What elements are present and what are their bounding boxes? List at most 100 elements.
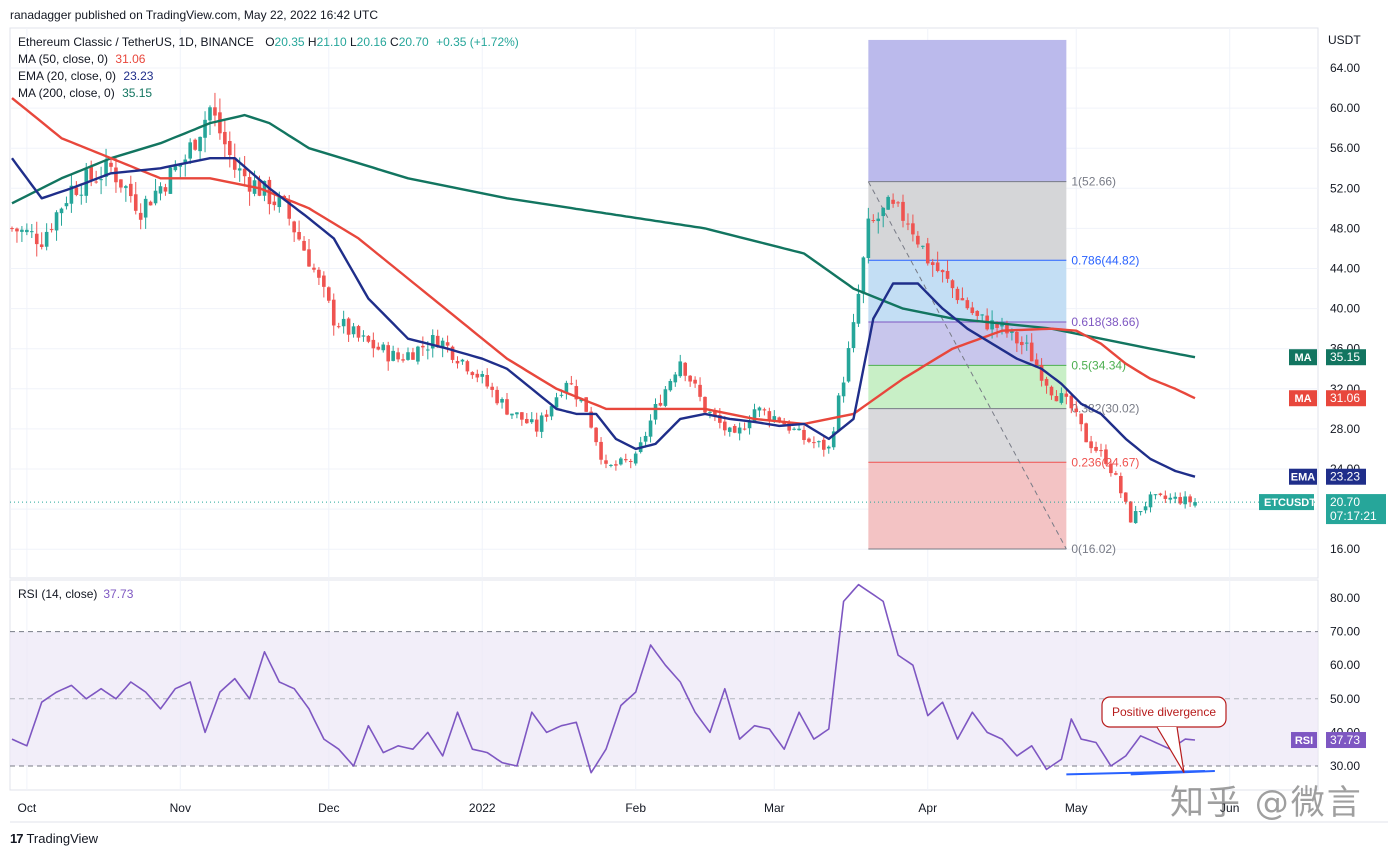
divergence-callout-pointer [1156, 726, 1185, 774]
candle [124, 186, 128, 188]
close-label: C [390, 35, 399, 49]
watermark: 知乎 @微言 [1170, 783, 1363, 823]
candle [1138, 511, 1143, 513]
candle [515, 412, 519, 415]
candle [30, 231, 34, 233]
candle [554, 397, 559, 408]
candle [708, 411, 712, 413]
candle [1034, 359, 1039, 366]
rsi-tick-70: 70.00 [1330, 625, 1360, 639]
candle [955, 288, 960, 301]
candle [20, 229, 24, 232]
fib-label-0.786: 0.786(44.82) [1071, 253, 1139, 267]
candle [718, 415, 722, 423]
candle [534, 419, 539, 432]
candle [752, 409, 757, 422]
candle [1064, 393, 1069, 397]
candle [782, 422, 786, 425]
candle [1074, 408, 1079, 413]
candle [1069, 395, 1074, 409]
candle [772, 416, 777, 421]
candle [198, 136, 202, 152]
time-label-2022: 2022 [469, 801, 496, 815]
candle [148, 201, 153, 206]
candle [564, 382, 569, 394]
rsi-value: 37.73 [103, 587, 134, 601]
candle [1114, 473, 1118, 475]
candle [287, 200, 291, 219]
candle [386, 345, 390, 362]
candle [817, 441, 821, 443]
fib-extension-zone [868, 39, 1067, 182]
candle [861, 257, 866, 294]
low-label: L [349, 35, 357, 49]
time-label-jun: Jun [1220, 801, 1239, 815]
candle [450, 346, 455, 360]
candle [25, 229, 29, 233]
candle [485, 374, 489, 387]
candle [960, 298, 965, 301]
candle [559, 394, 564, 396]
ma50-value: 31.06 [115, 52, 146, 66]
ma50-badge-label: MA [1294, 393, 1311, 405]
candle [1163, 495, 1168, 499]
legend-ema20-row[interactable]: EMA (20, close, 0) 23.23 [18, 68, 519, 85]
fib-label-0.5: 0.5(34.34) [1071, 358, 1126, 372]
time-label-dec: Dec [318, 801, 339, 815]
candle [346, 318, 351, 335]
candle [262, 180, 267, 196]
candle [129, 183, 133, 197]
candle [15, 228, 19, 232]
candle [757, 407, 762, 411]
price-tick-52: 52.00 [1330, 181, 1360, 195]
fib-trend-line [867, 181, 1067, 550]
rsi-legend[interactable]: RSI (14, close) 37.73 [18, 587, 133, 601]
rsi-tick-60: 60.00 [1330, 658, 1360, 672]
candle [619, 458, 623, 465]
candle [74, 187, 79, 195]
open-value: 20.35 [274, 35, 305, 49]
legend-ma200-row[interactable]: MA (200, close, 0) 35.15 [18, 85, 519, 102]
candle [614, 464, 618, 466]
candle [1168, 497, 1173, 500]
candle [336, 326, 341, 328]
candle [1099, 450, 1103, 452]
ma50-badge-value: 31.06 [1330, 391, 1360, 405]
candle [742, 428, 747, 430]
candle [99, 179, 103, 181]
legend-symbol-row[interactable]: Ethereum Classic / TetherUS, 1D, BINANCE… [18, 34, 519, 51]
candle [1054, 396, 1059, 402]
candle [594, 427, 598, 443]
candle [901, 201, 905, 221]
candle [1148, 494, 1153, 508]
candle [604, 460, 608, 464]
candle [525, 418, 529, 424]
candle [574, 386, 579, 400]
legend-ma50-row[interactable]: MA (50, close, 0) 31.06 [18, 51, 519, 68]
candle [916, 235, 920, 245]
candle [807, 438, 811, 442]
candle [133, 194, 138, 211]
candle [1079, 413, 1083, 425]
publisher-line: ranadagger published on TradingView.com,… [10, 8, 379, 22]
fib-label-1: 1(52.66) [1071, 175, 1116, 189]
ma200-badge-value: 35.15 [1330, 350, 1360, 364]
price-pane [9, 27, 1319, 579]
candle [856, 293, 861, 324]
candle [1024, 342, 1029, 344]
price-tick-16: 16.00 [1330, 542, 1360, 556]
divergence-callout-text: Positive divergence [1112, 705, 1216, 719]
candle [727, 427, 732, 432]
candle [628, 460, 633, 462]
candle [178, 164, 183, 167]
candle [356, 326, 361, 338]
candle [480, 374, 485, 377]
candle [1104, 449, 1108, 464]
rsi-badge-box [1326, 732, 1366, 749]
candle [683, 362, 687, 376]
candle [520, 412, 524, 420]
tradingview-brand[interactable]: 17 TradingView [10, 831, 98, 846]
candle [435, 335, 440, 348]
fib-label-0.382: 0.382(30.02) [1071, 402, 1139, 416]
